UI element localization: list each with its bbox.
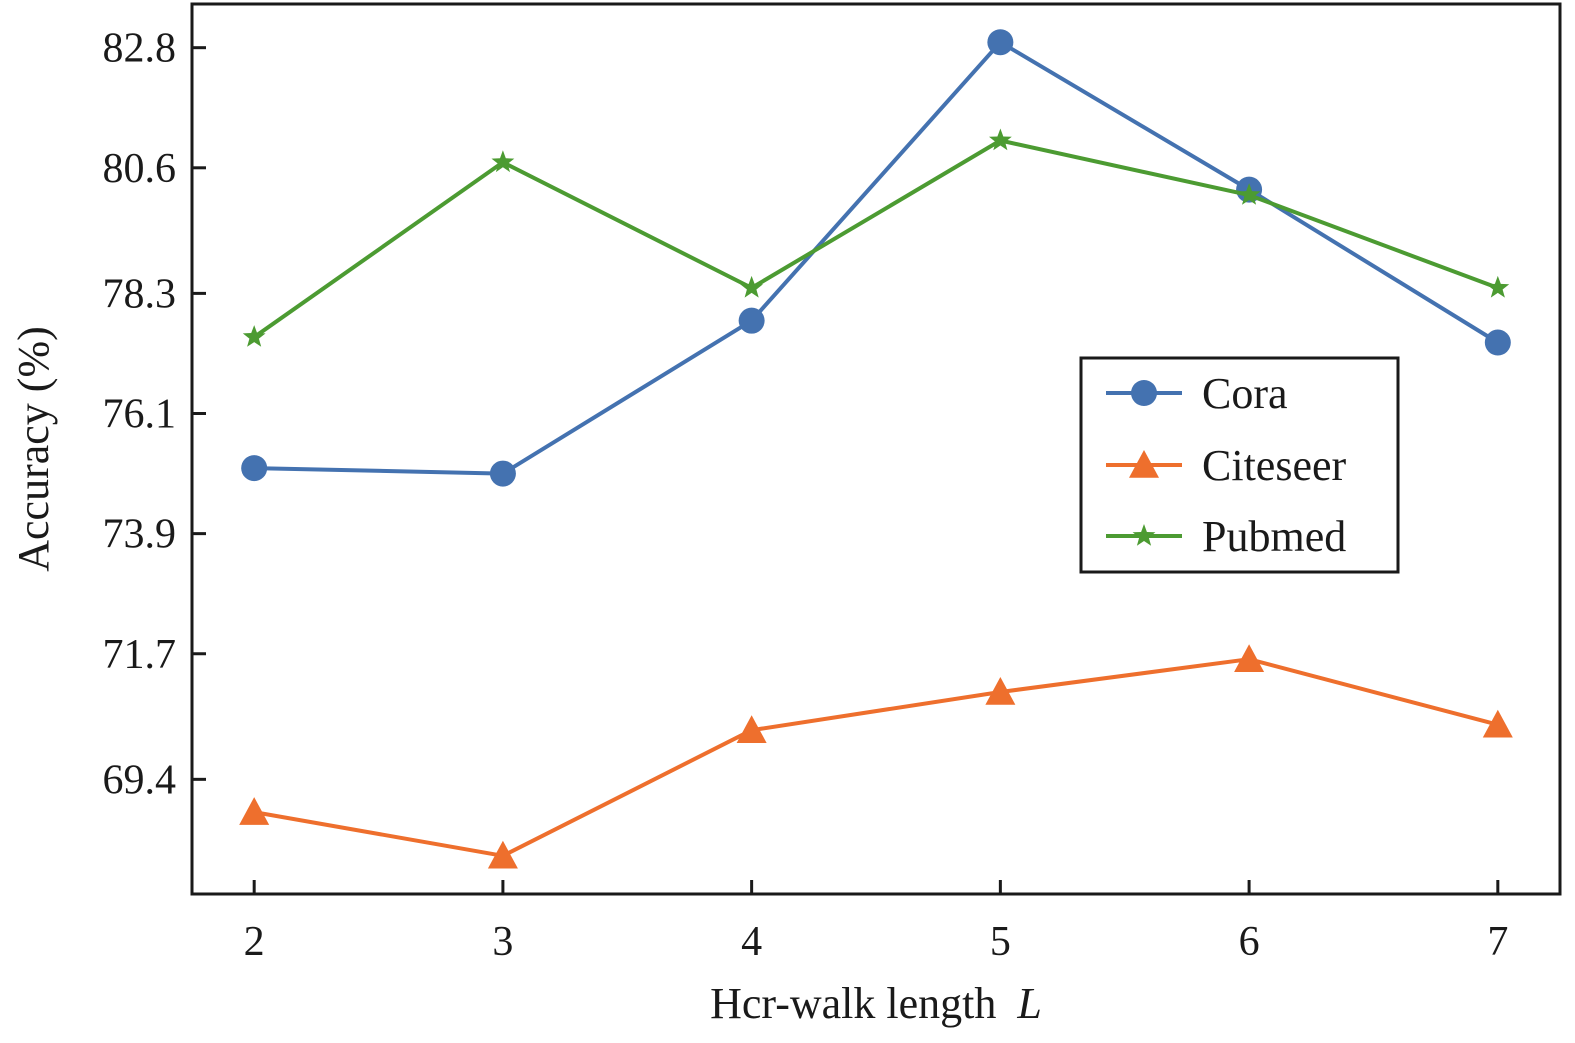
x-axis-title-text: Hcr-walk length (710, 979, 996, 1028)
x-tick-label: 7 (1487, 919, 1508, 965)
x-tick-label: 6 (1239, 919, 1260, 965)
plot-frame (190, 2, 1562, 896)
point-circle (1131, 380, 1157, 406)
y-tick-label: 82.8 (103, 26, 177, 72)
point-circle (489, 460, 516, 487)
x-axis: 2 3 4 5 6 7 (244, 880, 1508, 965)
point-star (491, 150, 515, 173)
y-axis: 69.4 71.7 73.9 76.1 78.3 80.6 82.8 (103, 26, 206, 803)
point-triangle (1129, 450, 1159, 478)
y-tick-label: 78.3 (103, 271, 177, 317)
y-tick-label: 80.6 (103, 146, 177, 192)
x-tick-label: 2 (244, 919, 265, 965)
point-star (1237, 183, 1261, 205)
x-axis-title-var: L (1016, 979, 1041, 1028)
point-circle (987, 29, 1014, 56)
x-tick-label: 5 (990, 919, 1011, 965)
point-triangle (1234, 644, 1265, 672)
x-axis-title: Hcr-walk length L (710, 979, 1042, 1028)
y-tick-label: 73.9 (103, 512, 177, 558)
point-circle (241, 455, 268, 482)
y-tick-label: 69.4 (103, 757, 177, 803)
y-tick-label: 76.1 (103, 392, 177, 438)
y-axis-title: Accuracy (%) (9, 326, 58, 572)
series-line (253, 657, 1499, 858)
legend-label: Citeseer (1202, 441, 1347, 490)
x-tick-label: 4 (741, 919, 762, 965)
series-layer (239, 29, 1513, 869)
point-triangle (239, 797, 270, 825)
legend-label: Cora (1202, 369, 1288, 418)
point-star (1132, 524, 1156, 546)
series-line (254, 40, 1499, 476)
legend: Cora Citeseer Pubmed (1079, 356, 1400, 574)
point-circle (1484, 329, 1511, 356)
point-triangle (1482, 709, 1513, 738)
series-line (253, 138, 1499, 339)
series-pubmed (242, 128, 1510, 347)
point-circle (738, 307, 765, 334)
legend-label: Pubmed (1202, 512, 1346, 561)
point-star (740, 275, 763, 298)
point-star (242, 325, 266, 347)
point-triangle (487, 840, 518, 869)
point-star (989, 128, 1012, 151)
x-tick-label: 3 (492, 919, 513, 965)
point-star (1486, 275, 1510, 298)
point-triangle (985, 676, 1016, 705)
point-triangle (736, 715, 767, 743)
series-citeseer (239, 644, 1513, 869)
y-tick-label: 71.7 (103, 632, 177, 678)
